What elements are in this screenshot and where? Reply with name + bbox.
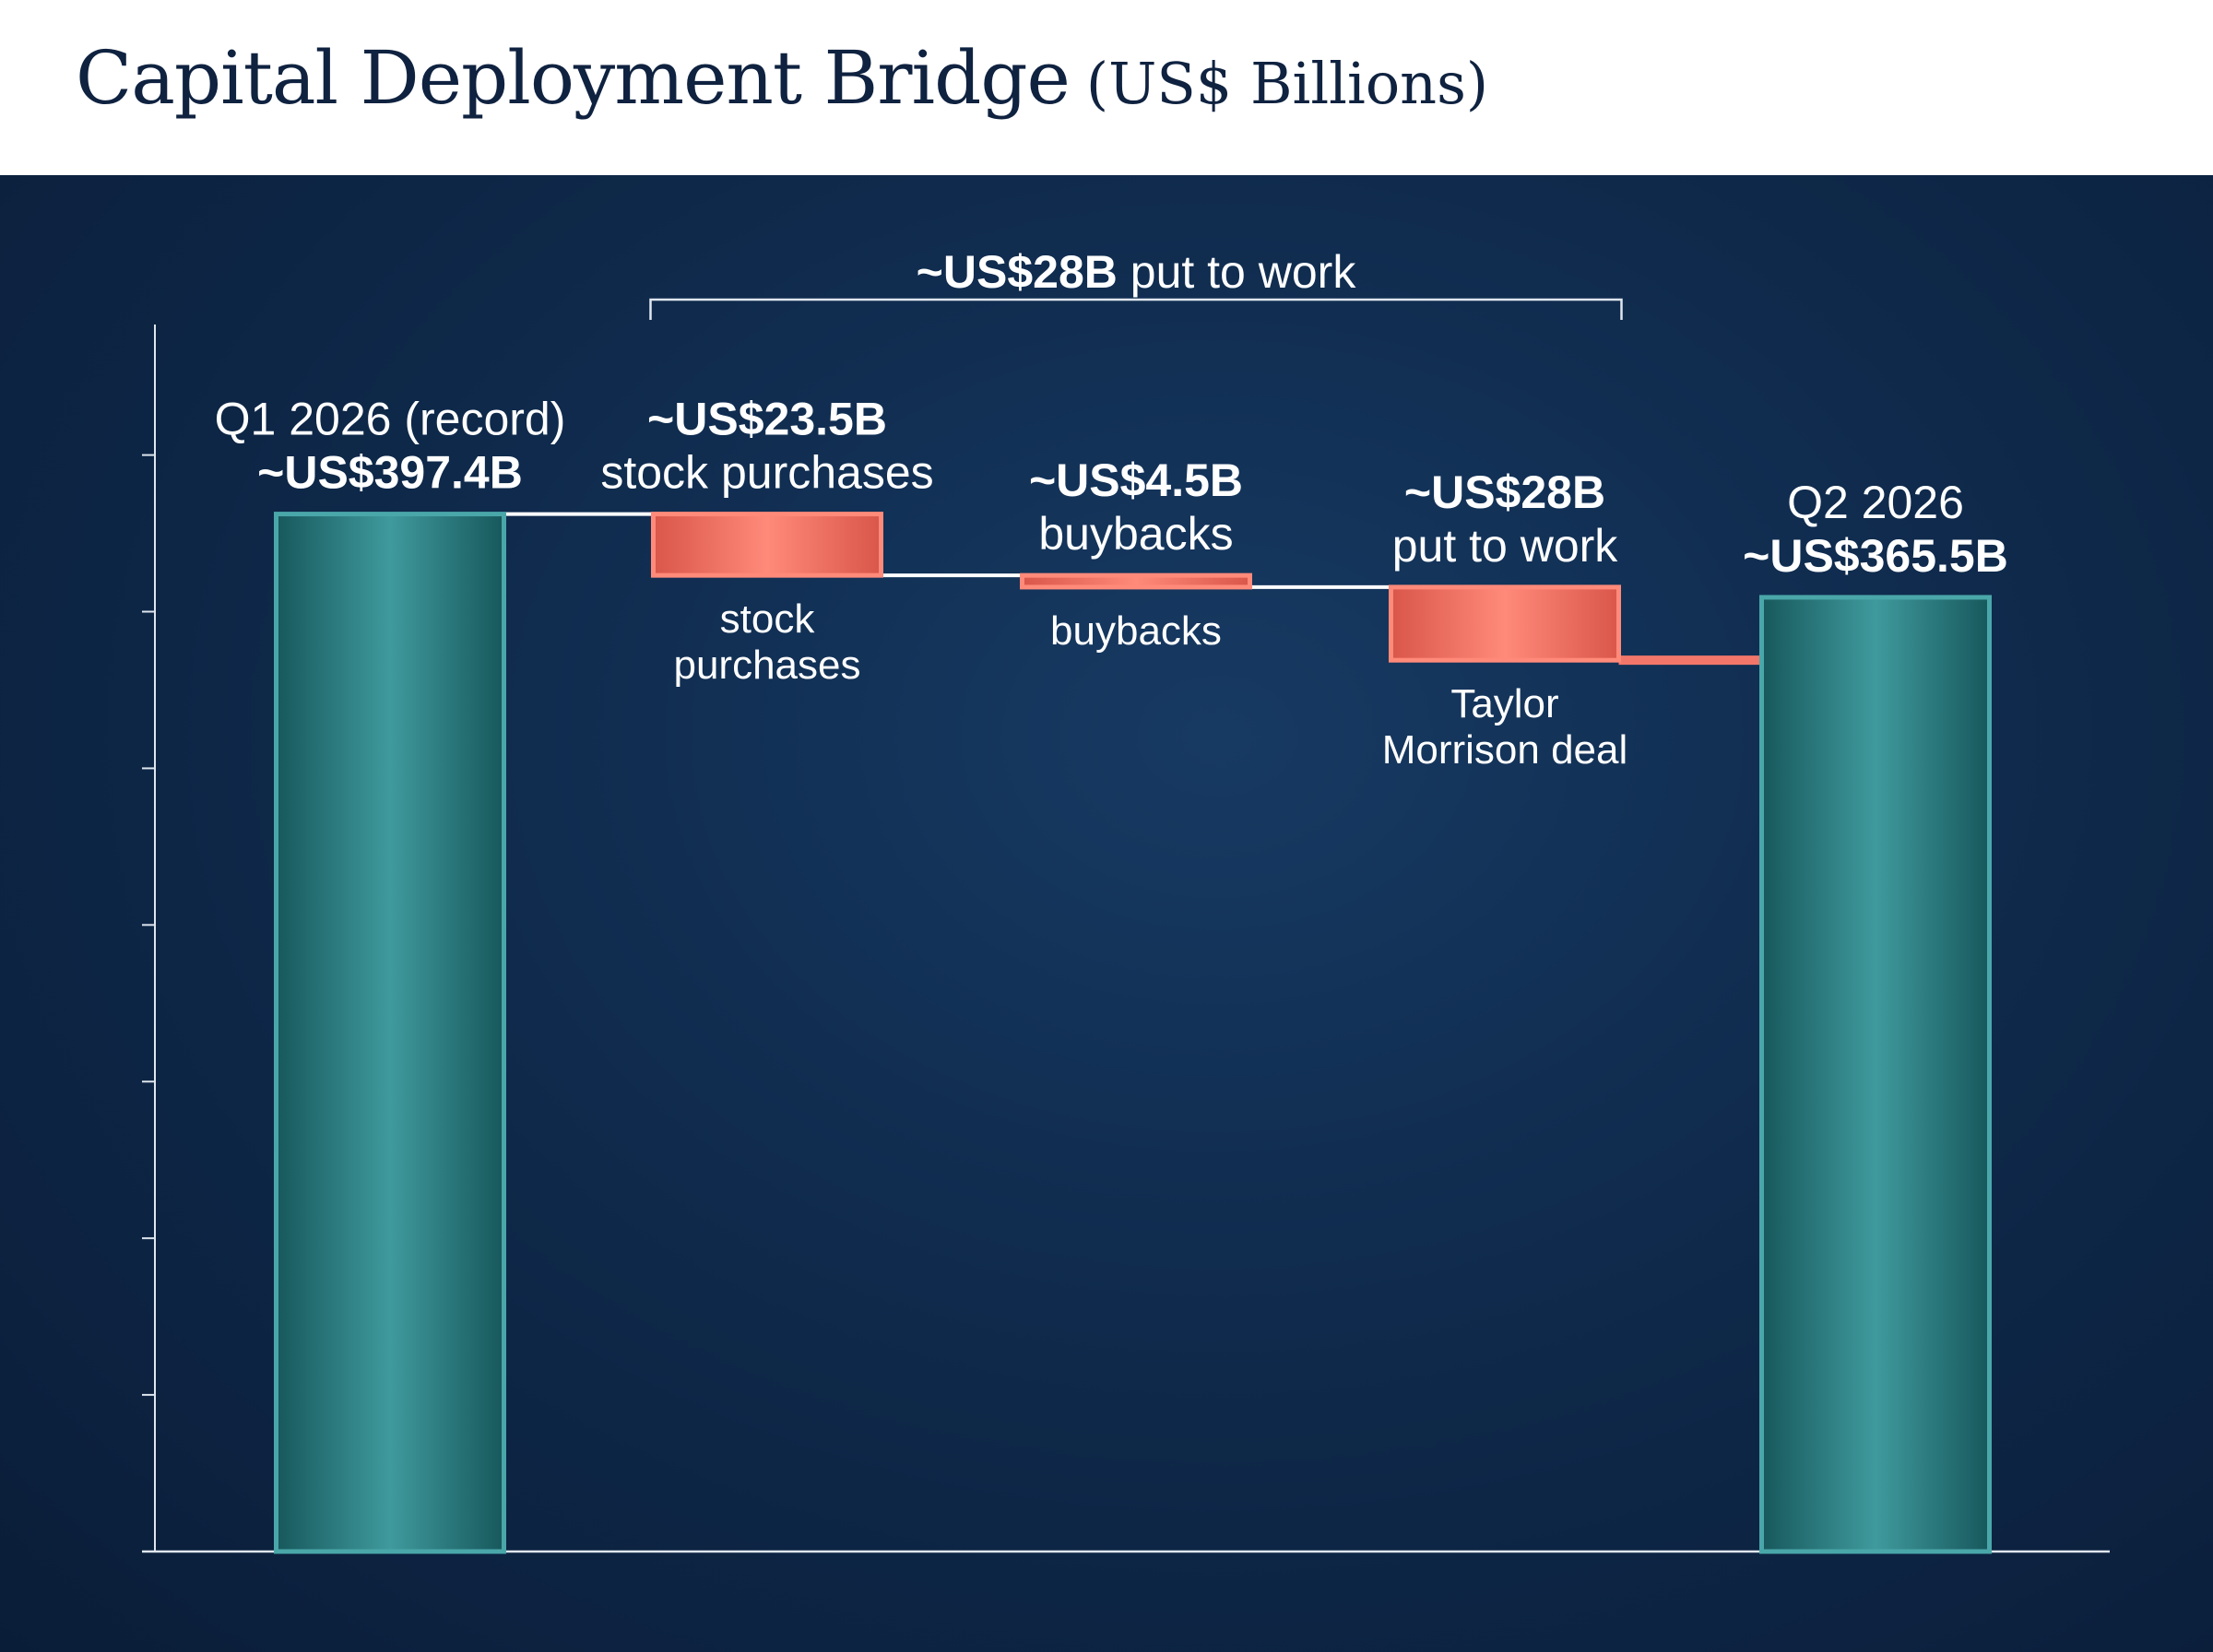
category-label: stock purchases bbox=[600, 447, 933, 499]
category-label: Q1 2026 (record) bbox=[215, 394, 566, 445]
total-bar bbox=[274, 512, 506, 1554]
bar-caption-label: stock bbox=[720, 596, 816, 642]
category-label: Q2 2026 bbox=[1787, 477, 1964, 528]
bar-caption-label: Morrison deal bbox=[1382, 727, 1628, 773]
bracket-line bbox=[649, 298, 1623, 320]
decrease-bar bbox=[651, 512, 883, 578]
data-value-label: ~US$397.4B bbox=[257, 447, 523, 499]
bar-caption-label: purchases bbox=[673, 643, 860, 688]
category-label: buybacks bbox=[1038, 508, 1233, 560]
decrease-bar bbox=[1389, 584, 1621, 663]
bracket-label-text: put to work bbox=[1118, 246, 1356, 298]
page-title: Capital Deployment Bridge (US$ Billions) bbox=[76, 35, 1488, 121]
chart-title: Capital Deployment Bridge bbox=[76, 35, 1071, 121]
total-bar bbox=[1759, 595, 1992, 1554]
data-value-label: ~US$4.5B bbox=[1029, 454, 1243, 506]
bar-caption-label: Taylor bbox=[1450, 681, 1558, 726]
bar-caption-label: buybacks bbox=[1050, 608, 1222, 654]
data-value-label: ~US$28B bbox=[1404, 466, 1605, 518]
data-value-label: ~US$365.5B bbox=[1743, 530, 2008, 582]
bracket-label: ~US$28B put to work bbox=[917, 246, 1357, 298]
decrease-bar bbox=[1020, 572, 1252, 590]
bracket-label-value: ~US$28B bbox=[917, 246, 1118, 298]
data-value-label: ~US$23.5B bbox=[647, 394, 887, 445]
chart-subtitle: (US$ Billions) bbox=[1085, 50, 1489, 117]
category-label: put to work bbox=[1392, 520, 1619, 572]
header: Capital Deployment Bridge (US$ Billions) bbox=[0, 0, 2213, 175]
